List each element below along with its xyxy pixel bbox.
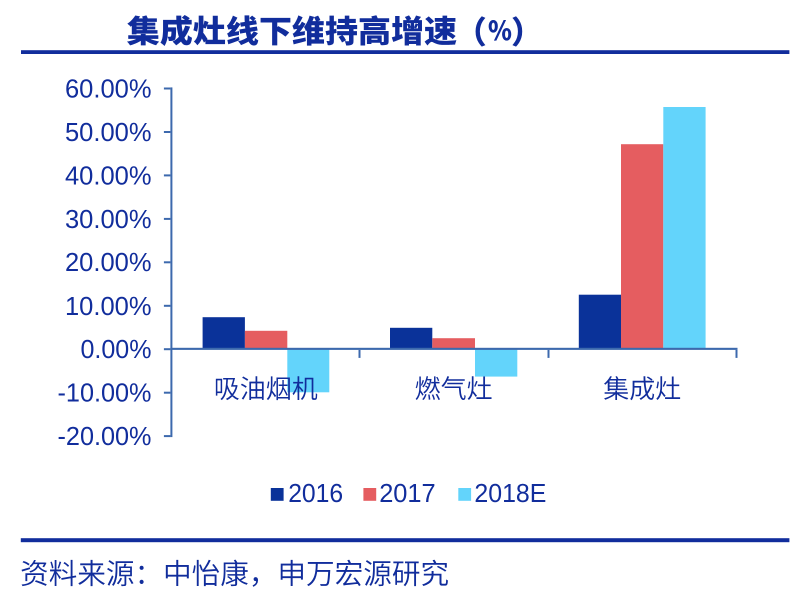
svg-text:-20.00%: -20.00% [58, 421, 152, 451]
svg-text:-10.00%: -10.00% [58, 378, 152, 408]
svg-text:2016: 2016 [288, 478, 343, 508]
svg-text:2017: 2017 [379, 478, 436, 508]
svg-text:10.00%: 10.00% [65, 291, 152, 321]
svg-text:2018E: 2018E [474, 478, 546, 508]
svg-text:30.00%: 30.00% [65, 204, 152, 234]
svg-text:40.00%: 40.00% [65, 160, 152, 190]
svg-text:60.00%: 60.00% [65, 74, 152, 104]
svg-text:20.00%: 20.00% [65, 247, 152, 277]
svg-text:0.00%: 0.00% [81, 334, 152, 364]
svg-text:50.00%: 50.00% [65, 117, 152, 147]
